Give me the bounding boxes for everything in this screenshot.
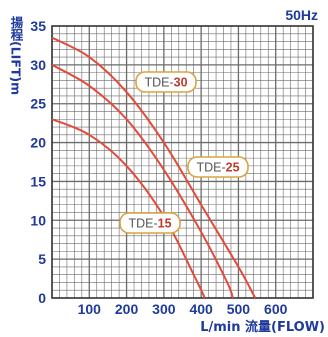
grid-major-lines [51,25,314,299]
plot-frame [51,25,314,299]
x-tick-label: 300 [152,301,176,317]
curve-tde-25 [51,63,234,299]
curve-tde-15 [51,118,206,299]
series-label-text: TDE-15 [128,217,171,231]
y-tick-label: 20 [30,135,46,151]
series-label-tde-30: TDE-30 [135,71,197,93]
series-label-tde-15: TDE-15 [119,212,181,234]
y-tick-label: 0 [38,290,46,306]
x-tick-label: 400 [189,301,213,317]
y-axis-label: 揚程(LIFT)m [9,15,24,95]
y-tick-label: 25 [30,96,46,112]
series-labels: TDE-30 TDE-25 TDE-15 [119,71,249,234]
x-tick-label: 100 [78,301,102,317]
y-tick-label: 35 [30,18,46,34]
y-tick-label: 5 [38,251,46,267]
series-label-text: TDE-30 [144,76,187,90]
series-label-tde-25: TDE-25 [187,156,249,178]
y-axis-ticks: 0 5 10 15 20 25 30 35 [30,18,46,306]
series-label-box [135,71,197,93]
y-tick-label: 30 [30,57,46,73]
x-axis-ticks: 100 200 300 400 500 600 [78,301,288,317]
x-tick-label: 500 [227,301,251,317]
y-tick-label: 10 [30,212,46,228]
grid-minor-lines [52,26,313,298]
frequency-label: 50Hz [285,7,318,23]
y-tick-label: 15 [30,173,46,189]
x-tick-label: 200 [115,301,139,317]
series-label-text: TDE-25 [196,161,239,175]
series-label-box [119,212,181,234]
series-label-box [187,156,249,178]
x-tick-label: 600 [264,301,288,317]
curve-tde-30 [51,36,257,299]
x-axis-label: L/min 流量(FLOW) [200,319,325,335]
performance-curves [51,36,257,299]
